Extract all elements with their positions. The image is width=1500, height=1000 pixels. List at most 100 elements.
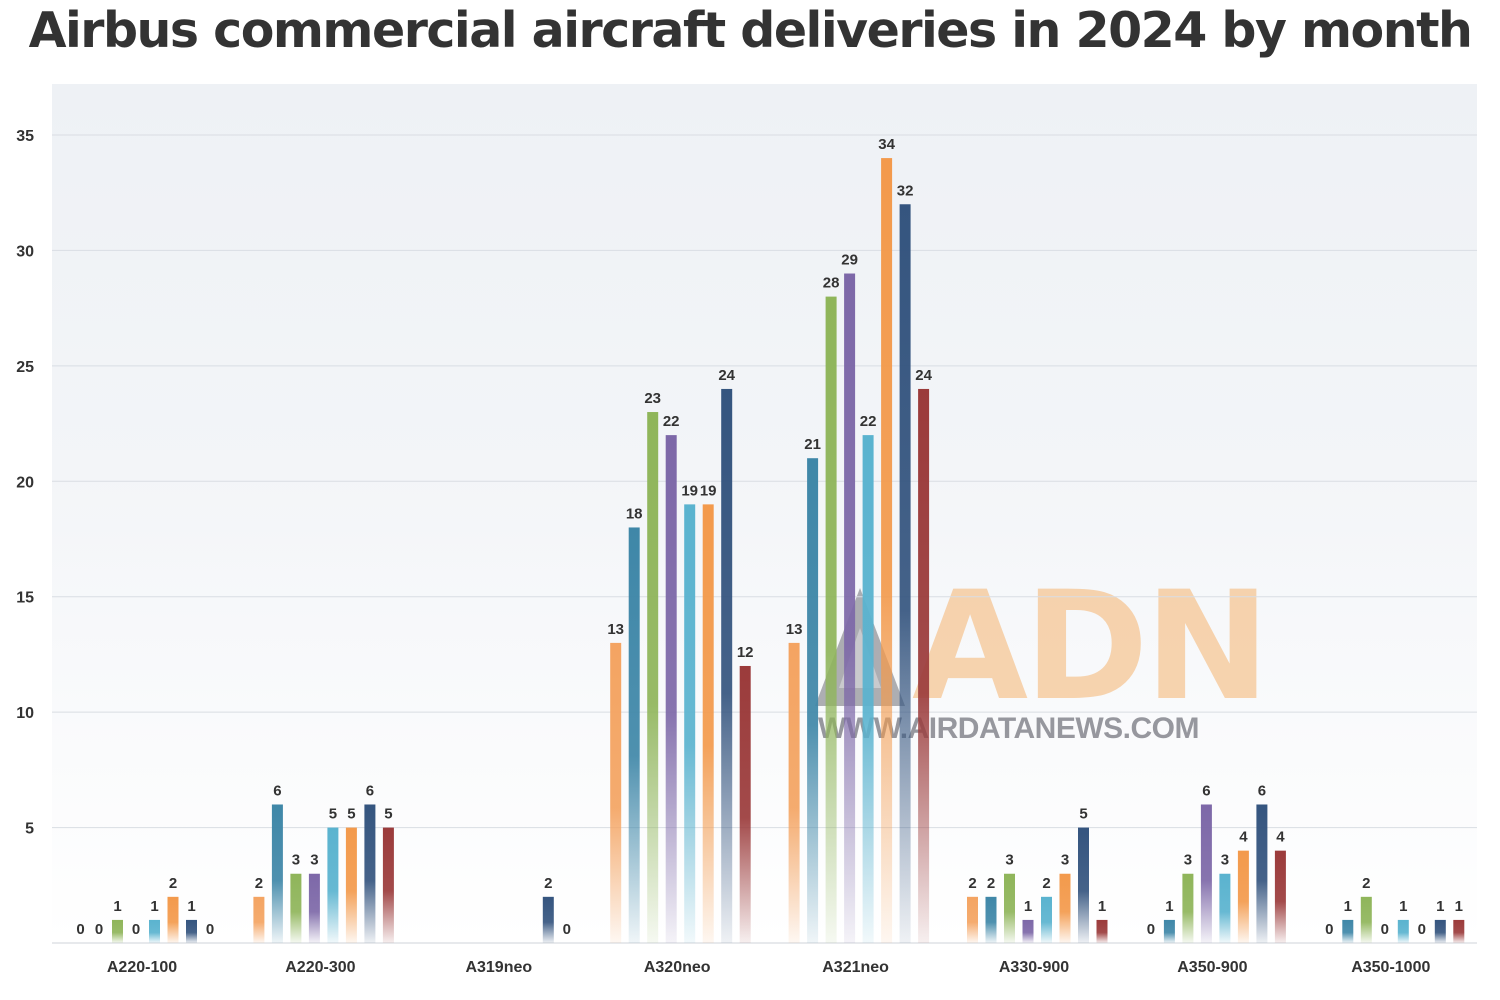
data-label: 19 bbox=[700, 482, 717, 499]
bar bbox=[271, 804, 283, 943]
bar bbox=[985, 896, 997, 943]
bar bbox=[1182, 873, 1194, 943]
bar bbox=[702, 504, 714, 943]
bar bbox=[1022, 919, 1034, 943]
y-tick-label: 30 bbox=[16, 243, 34, 260]
bar bbox=[1453, 919, 1465, 943]
data-label: 1 bbox=[1455, 898, 1463, 915]
bar bbox=[825, 296, 837, 944]
data-label: 2 bbox=[1042, 875, 1050, 892]
data-label: 1 bbox=[113, 898, 121, 915]
data-label: 3 bbox=[1061, 852, 1069, 869]
data-label: 19 bbox=[681, 482, 698, 499]
y-tick-label: 20 bbox=[16, 474, 34, 491]
bar bbox=[542, 896, 554, 943]
bar bbox=[881, 158, 893, 944]
bar bbox=[149, 919, 160, 943]
bar bbox=[739, 665, 751, 943]
data-label: 2 bbox=[169, 875, 177, 892]
data-label: 3 bbox=[1005, 852, 1013, 869]
bar bbox=[628, 527, 640, 943]
bar bbox=[382, 827, 394, 943]
data-label: 5 bbox=[384, 806, 392, 823]
data-label: 12 bbox=[737, 644, 754, 661]
x-tick-label: A220-100 bbox=[107, 959, 177, 976]
x-tick-label: A320neo bbox=[644, 959, 711, 976]
y-axis: 5 10 15 20 25 30 35 bbox=[16, 128, 34, 838]
bar bbox=[967, 896, 978, 943]
bar bbox=[899, 204, 911, 943]
x-axis: A220-100 A220-300 A319neo A320neo A321neo A33… bbox=[107, 959, 1431, 976]
bar bbox=[1256, 804, 1268, 943]
data-label: 23 bbox=[644, 390, 661, 407]
data-label: 1 bbox=[1098, 898, 1106, 915]
y-tick-label: 10 bbox=[16, 705, 34, 722]
bar bbox=[807, 458, 819, 943]
chart-title: Airbus commercial aircraft deliveries in… bbox=[28, 2, 1473, 59]
data-label: 3 bbox=[292, 852, 300, 869]
data-label: 0 bbox=[1325, 921, 1333, 938]
data-label: 0 bbox=[206, 921, 214, 938]
data-label: 1 bbox=[150, 898, 158, 915]
data-label: 22 bbox=[663, 413, 680, 430]
bar bbox=[788, 642, 800, 943]
bar bbox=[1274, 850, 1286, 943]
bar bbox=[345, 827, 357, 943]
y-tick-label: 35 bbox=[16, 128, 34, 145]
data-label: 4 bbox=[1239, 829, 1248, 846]
data-label: 3 bbox=[1221, 852, 1229, 869]
bar bbox=[290, 873, 302, 943]
x-tick-label: A319neo bbox=[465, 959, 532, 976]
data-label: 6 bbox=[366, 782, 374, 799]
bar bbox=[1059, 873, 1071, 943]
data-label: 24 bbox=[915, 367, 932, 384]
x-tick-label: A350-900 bbox=[1177, 959, 1247, 976]
x-tick-label: A321neo bbox=[822, 959, 889, 976]
x-tick-label: A350-1000 bbox=[1351, 959, 1430, 976]
data-label: 2 bbox=[544, 875, 552, 892]
bar bbox=[186, 919, 197, 943]
data-label: 18 bbox=[626, 505, 643, 522]
plot-area bbox=[52, 84, 1477, 944]
bar bbox=[364, 804, 376, 943]
bar bbox=[1360, 896, 1372, 943]
data-label: 1 bbox=[1344, 898, 1352, 915]
bar bbox=[1004, 873, 1015, 943]
data-label: 5 bbox=[1079, 806, 1087, 823]
data-label: 0 bbox=[95, 921, 103, 938]
bar bbox=[1041, 896, 1052, 943]
data-label: 21 bbox=[804, 436, 821, 453]
bar bbox=[610, 642, 622, 943]
x-tick-label: A220-300 bbox=[285, 959, 355, 976]
bar bbox=[684, 504, 696, 943]
data-label: 0 bbox=[563, 921, 571, 938]
bar bbox=[112, 919, 123, 943]
data-label: 13 bbox=[607, 621, 624, 638]
data-label: 3 bbox=[310, 852, 318, 869]
data-label: 5 bbox=[347, 806, 355, 823]
bar bbox=[721, 388, 733, 943]
data-label: 2 bbox=[968, 875, 976, 892]
data-label: 0 bbox=[132, 921, 140, 938]
bar bbox=[1434, 919, 1446, 943]
bar bbox=[167, 896, 179, 943]
data-label: 2 bbox=[987, 875, 995, 892]
bar bbox=[918, 388, 930, 943]
data-label: 28 bbox=[823, 275, 840, 292]
bar bbox=[844, 273, 856, 943]
bar bbox=[1219, 873, 1231, 943]
bar bbox=[665, 435, 677, 943]
data-label: 0 bbox=[1381, 921, 1389, 938]
bars bbox=[112, 158, 1465, 944]
data-label: 1 bbox=[1024, 898, 1032, 915]
y-tick-label: 25 bbox=[16, 359, 34, 376]
data-label: 29 bbox=[841, 252, 858, 269]
bar bbox=[1237, 850, 1249, 943]
y-tick-label: 15 bbox=[16, 590, 34, 607]
data-label: 0 bbox=[76, 921, 84, 938]
x-tick-label: A330-900 bbox=[999, 959, 1069, 976]
y-tick-label: 5 bbox=[25, 821, 34, 838]
bar bbox=[1342, 919, 1354, 943]
